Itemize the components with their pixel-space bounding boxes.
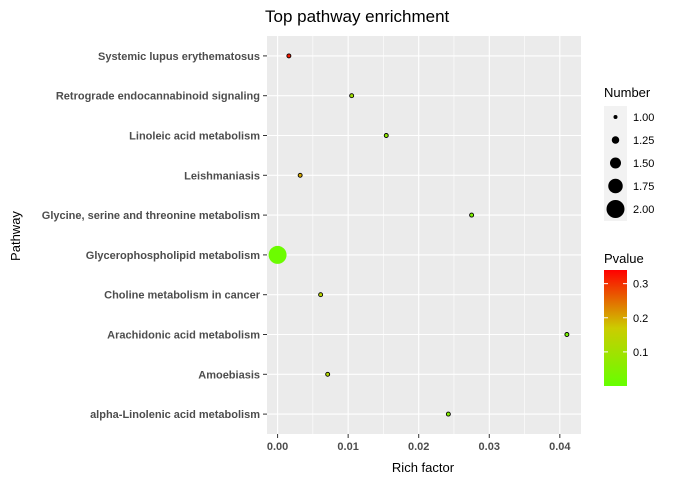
data-point	[268, 245, 287, 264]
size-key-label: 1.75	[633, 181, 654, 193]
pathway-label: Linoleic acid metabolism	[129, 131, 260, 143]
pathway-label: Arachidonic acid metabolism	[107, 330, 260, 342]
pathway-label: Glycine, serine and threonine metabolism	[42, 210, 260, 222]
size-key-label: 1.25	[633, 135, 654, 147]
pathway-label: alpha-Linolenic acid metabolism	[90, 409, 260, 421]
data-point	[349, 93, 355, 99]
size-key-label: 1.00	[633, 112, 654, 124]
data-points	[268, 53, 570, 417]
size-key-label: 1.50	[633, 158, 654, 170]
plot-panel	[267, 36, 581, 434]
minor-gridlines	[312, 36, 525, 434]
x-tick-label: 0.00	[267, 441, 288, 453]
colorbar-label: 0.2	[633, 313, 648, 325]
size-key-dot	[611, 136, 620, 144]
colorbar-label: 0.1	[633, 347, 648, 359]
data-point	[297, 172, 303, 178]
pathway-label: Amoebiasis	[198, 369, 260, 381]
data-point	[469, 212, 475, 218]
pathway-label: Systemic lupus erythematosus	[98, 51, 260, 63]
color-legend: Pvalue 0.3 0.2 0.1	[604, 251, 648, 386]
data-point	[325, 371, 331, 377]
size-key-dot	[608, 178, 623, 194]
data-point	[318, 292, 324, 298]
size-key-dot	[613, 115, 618, 119]
colorbar-label: 0.3	[633, 279, 648, 291]
x-tick-label: 0.01	[337, 441, 358, 453]
data-point	[383, 133, 389, 138]
x-tick-label: 0.03	[479, 441, 500, 453]
size-key-label: 2.00	[633, 204, 654, 216]
size-key-dot	[606, 200, 625, 218]
x-tick-label: 0.04	[549, 441, 571, 453]
pathway-label: Choline metabolism in cancer	[104, 290, 261, 302]
size-legend-title: Number	[604, 85, 651, 100]
x-tick-label: 0.02	[408, 441, 429, 453]
y-axis: Systemic lupus erythematosus Retrograde e…	[42, 51, 267, 421]
y-axis-title: Pathway	[8, 211, 23, 261]
x-axis: 0.00 0.01 0.02 0.03 0.04	[267, 434, 571, 453]
pathway-label: Retrograde endocannabinoid signaling	[56, 91, 260, 103]
data-point	[445, 411, 451, 417]
pathway-label: Glycerophospholipid metabolism	[86, 250, 260, 262]
chart-title: Top pathway enrichment	[265, 7, 450, 26]
major-gridlines	[267, 36, 581, 434]
color-legend-title: Pvalue	[604, 251, 644, 266]
pvalue-colorbar	[604, 270, 627, 386]
size-legend: Number 1.00 1.25 1.50 1.75 2.00	[604, 85, 654, 221]
size-key-dot	[610, 157, 621, 169]
data-point	[564, 332, 570, 337]
x-axis-title: Rich factor	[392, 460, 455, 475]
pathway-label: Leishmaniasis	[184, 170, 260, 182]
data-point	[286, 53, 292, 59]
